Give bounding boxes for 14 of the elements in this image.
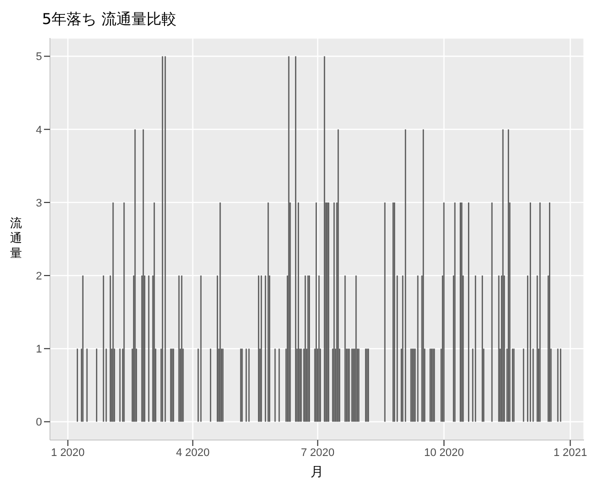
x-tick-label: 7 2020 xyxy=(300,446,335,459)
y-tick-label: 1 xyxy=(36,344,42,356)
y-tick-label: 4 xyxy=(36,124,42,136)
x-tick-label: 1 2021 xyxy=(553,446,588,459)
y-tick-label: 2 xyxy=(36,270,42,282)
y-tick-label: 3 xyxy=(36,197,42,210)
x-tick-label: 10 2020 xyxy=(424,446,464,459)
x-axis-title: 月 xyxy=(310,465,324,480)
y-tick-label: 0 xyxy=(36,416,42,429)
y-axis-title: 流通量 xyxy=(9,216,23,260)
x-tick-label: 4 2020 xyxy=(176,446,210,459)
chart-title: 5年落ち 流通量比較 xyxy=(41,9,178,30)
y-tick-label: 5 xyxy=(36,51,42,64)
x-tick-label: 1 2020 xyxy=(51,446,85,459)
